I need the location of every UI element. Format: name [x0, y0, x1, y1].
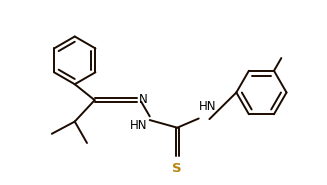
- Text: S: S: [172, 162, 182, 175]
- Text: HN: HN: [199, 100, 217, 113]
- Text: N: N: [139, 93, 147, 106]
- Text: HN: HN: [130, 120, 147, 132]
